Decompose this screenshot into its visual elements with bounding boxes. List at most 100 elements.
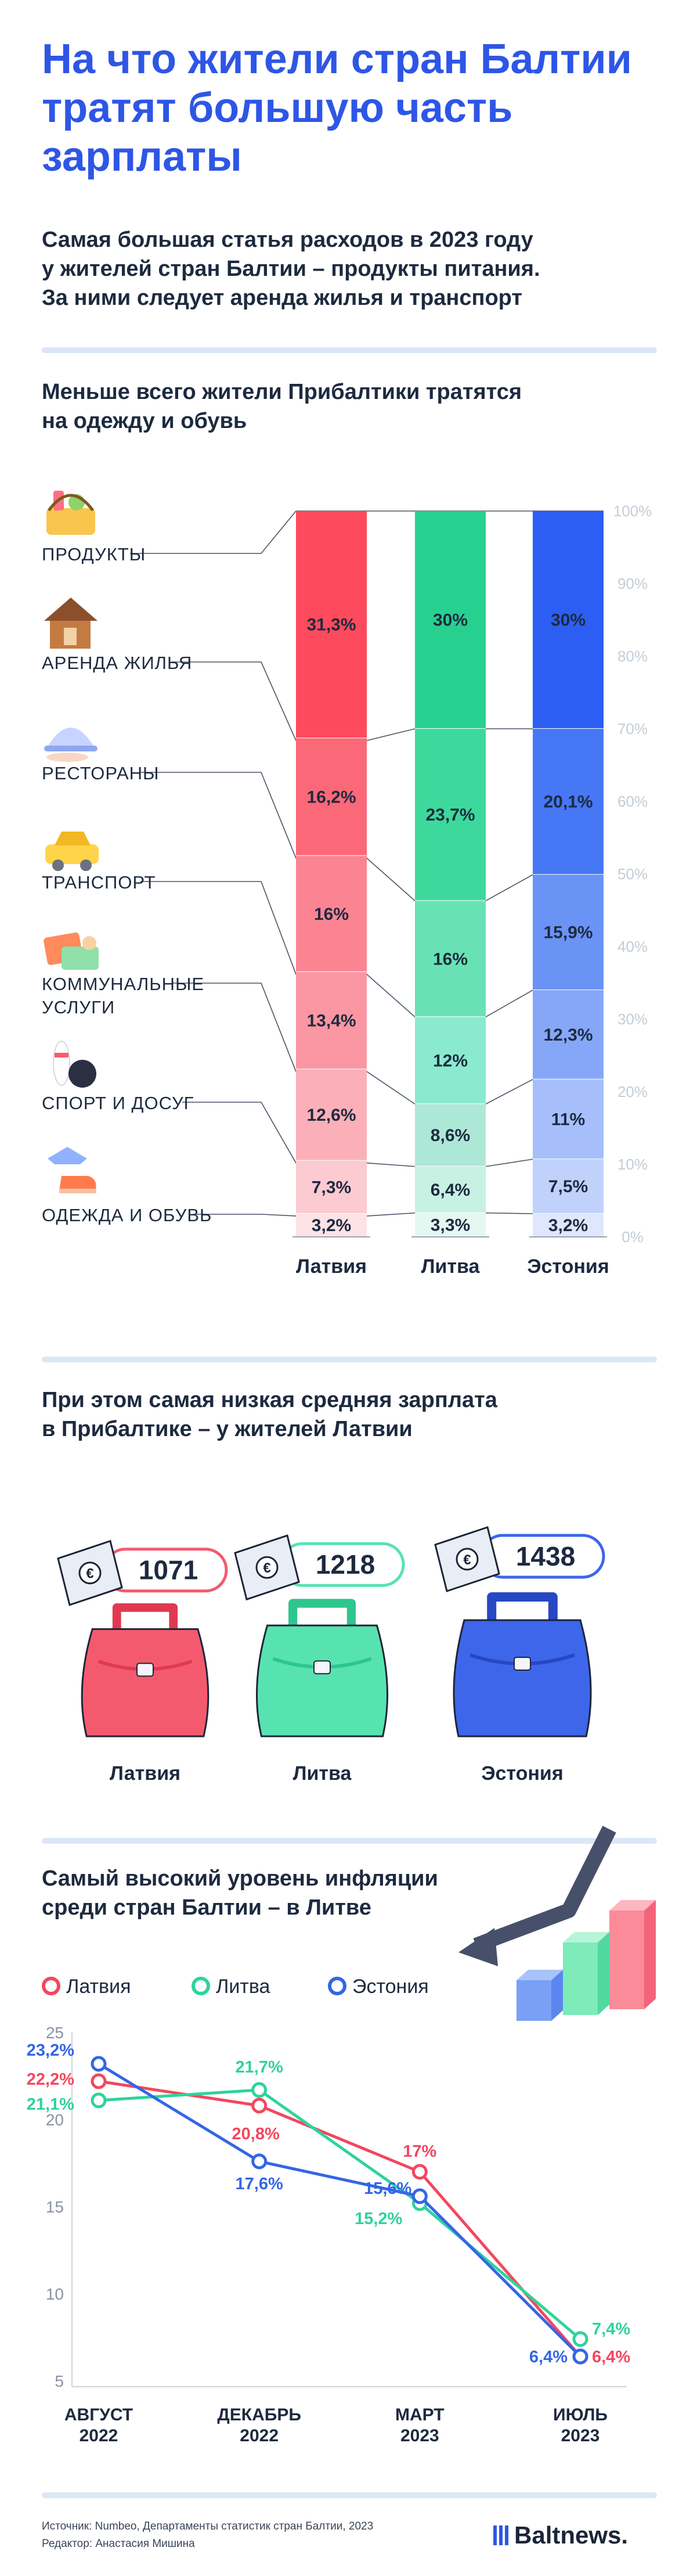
segment-value-label: 3,2% (312, 1216, 351, 1235)
series-line (98, 2079, 582, 2358)
intro-text: Самая большая статья расходов в 2023 год… (42, 225, 657, 312)
grocery-basket-icon (46, 491, 95, 535)
percent-axis: 100% 90% 80% 70% 60% 50% 40% 30% 20% 10% 0% (613, 502, 652, 1246)
category-icons (44, 491, 99, 1193)
y-tick-label: 15 (46, 2198, 64, 2216)
bar-segment (296, 972, 367, 1070)
segment-value-label: 7,5% (548, 1177, 588, 1196)
data-label: 21,7% (236, 2058, 283, 2077)
segment-value-label: 16,2% (306, 788, 356, 807)
bar-segment (296, 1069, 367, 1161)
euro-icon-glyph: € (263, 1560, 270, 1576)
bar-segment (533, 511, 604, 729)
country-label: Эстония (481, 1762, 563, 1785)
section-divider (42, 1357, 657, 1362)
x-tick-label: ИЮЛЬ (553, 2405, 608, 2424)
heading-line: При этом самая низкая средняя зарплата (42, 1388, 497, 1412)
axis-tick-label: 90% (617, 575, 648, 592)
section-heading-inflation: Самый высокий уровень инфляции среди стр… (42, 1864, 657, 1922)
axis-tick-label: 80% (617, 647, 648, 665)
series-point (572, 2331, 588, 2347)
country-label: Латвия (296, 1255, 367, 1278)
category-label: РЕСТОРАНЫ (42, 763, 159, 783)
data-label: 23,2% (27, 2041, 74, 2060)
chart-series (91, 2056, 588, 2365)
bag-handle (288, 1599, 356, 1632)
serving-cloche-icon (44, 728, 97, 762)
category-leader-lines (130, 510, 604, 1217)
section-heading-salary: При этом самая низкая средняя зарплата в… (42, 1386, 657, 1444)
series-line (97, 2062, 582, 2358)
salary-bag (81, 1603, 210, 1737)
intro-line: у жителей стран Балтии – продукты питани… (42, 257, 540, 281)
euro-icon (78, 1562, 102, 1585)
heading-line: на одежду и обувь (42, 409, 247, 433)
euro-icon (255, 1556, 279, 1579)
bar-segment (415, 1017, 486, 1104)
country-label: Литва (293, 1762, 352, 1785)
country-label: Литва (421, 1255, 481, 1278)
category-leader-line (172, 983, 604, 1105)
axis-tick-label: 0% (622, 1228, 644, 1246)
bag-clasp (136, 1663, 154, 1677)
heading-line: в Прибалтике – у жителей Латвии (42, 1417, 413, 1441)
heading-line: Меньше всего жители Прибалтики тратятся (42, 380, 522, 404)
bag-clasp (313, 1660, 331, 1675)
heading-line: среди стран Балтии – в Литве (42, 1895, 371, 1920)
house-icon (44, 598, 97, 649)
legend-marker (42, 1977, 60, 1995)
bar-segment (533, 1079, 604, 1160)
y-tick-label: 25 (46, 2024, 64, 2042)
data-label: 6,4% (529, 2348, 568, 2366)
data-label: 17% (403, 2142, 436, 2161)
legend-label: Эстония (352, 1976, 429, 1998)
category-leader-line (193, 1212, 604, 1217)
series-point (91, 2073, 107, 2089)
x-tick-label: 2023 (561, 2426, 600, 2445)
segment-value-label: 12,6% (306, 1106, 356, 1125)
category-leader-line (130, 510, 604, 554)
axis-tick-label: 60% (617, 793, 648, 810)
axis-tick-label: 20% (617, 1083, 648, 1100)
y-tick-label: 5 (55, 2372, 64, 2390)
data-label: 6,4% (592, 2348, 630, 2366)
segment-value-label: 30% (551, 611, 586, 630)
data-label: 22,2% (27, 2070, 74, 2089)
stacked-bars: 31,3% 16,2% 16% 13,4% 12,6% 7,3% 3,2% 30% 23,7% 1… (292, 511, 607, 1237)
bar-segment (296, 1160, 367, 1214)
salary-value: 1071 (139, 1555, 198, 1585)
section-divider (42, 347, 657, 353)
data-label: 15,2% (355, 2210, 402, 2228)
segment-value-label: 30% (433, 611, 468, 630)
euro-icon-glyph: € (86, 1566, 93, 1582)
series-line (98, 2088, 582, 2340)
category-leader-line (172, 661, 604, 742)
x-tick-label: 2022 (80, 2426, 118, 2445)
x-tick-label: МАРТ (395, 2405, 445, 2424)
category-label: ПРОДУКТЫ (42, 544, 146, 564)
source-note: Источник: Numbeo, Департаменты статистик… (42, 2520, 374, 2532)
bag-handle (487, 1592, 558, 1626)
bar-segment (533, 1214, 604, 1237)
segment-value-label: 23,7% (425, 805, 475, 825)
bag-clasp (514, 1657, 531, 1671)
category-leader-line (140, 881, 604, 1018)
series-point (91, 2056, 107, 2072)
legend-marker (192, 1977, 210, 1995)
bowling-icon (53, 1041, 96, 1088)
segment-value-label: 15,9% (543, 923, 593, 942)
bar-segment (533, 1159, 604, 1214)
category-labels: ПРОДУКТЫ АРЕНДА ЖИЛЬЯ РЕСТОРАНЫ ТРАНСПОРТ КО… (42, 544, 211, 1225)
category-leader-line (182, 1102, 604, 1167)
data-label: 20,8% (232, 2125, 280, 2143)
bar-segment (296, 511, 367, 739)
data-label: 15,6% (364, 2179, 411, 2198)
utility-bills-icon (44, 932, 99, 970)
data-label: 21,1% (27, 2095, 74, 2114)
bar-segment (415, 1166, 486, 1213)
legend-marker (328, 1977, 346, 1995)
bag-body (453, 1619, 592, 1737)
series-point (251, 2082, 268, 2098)
